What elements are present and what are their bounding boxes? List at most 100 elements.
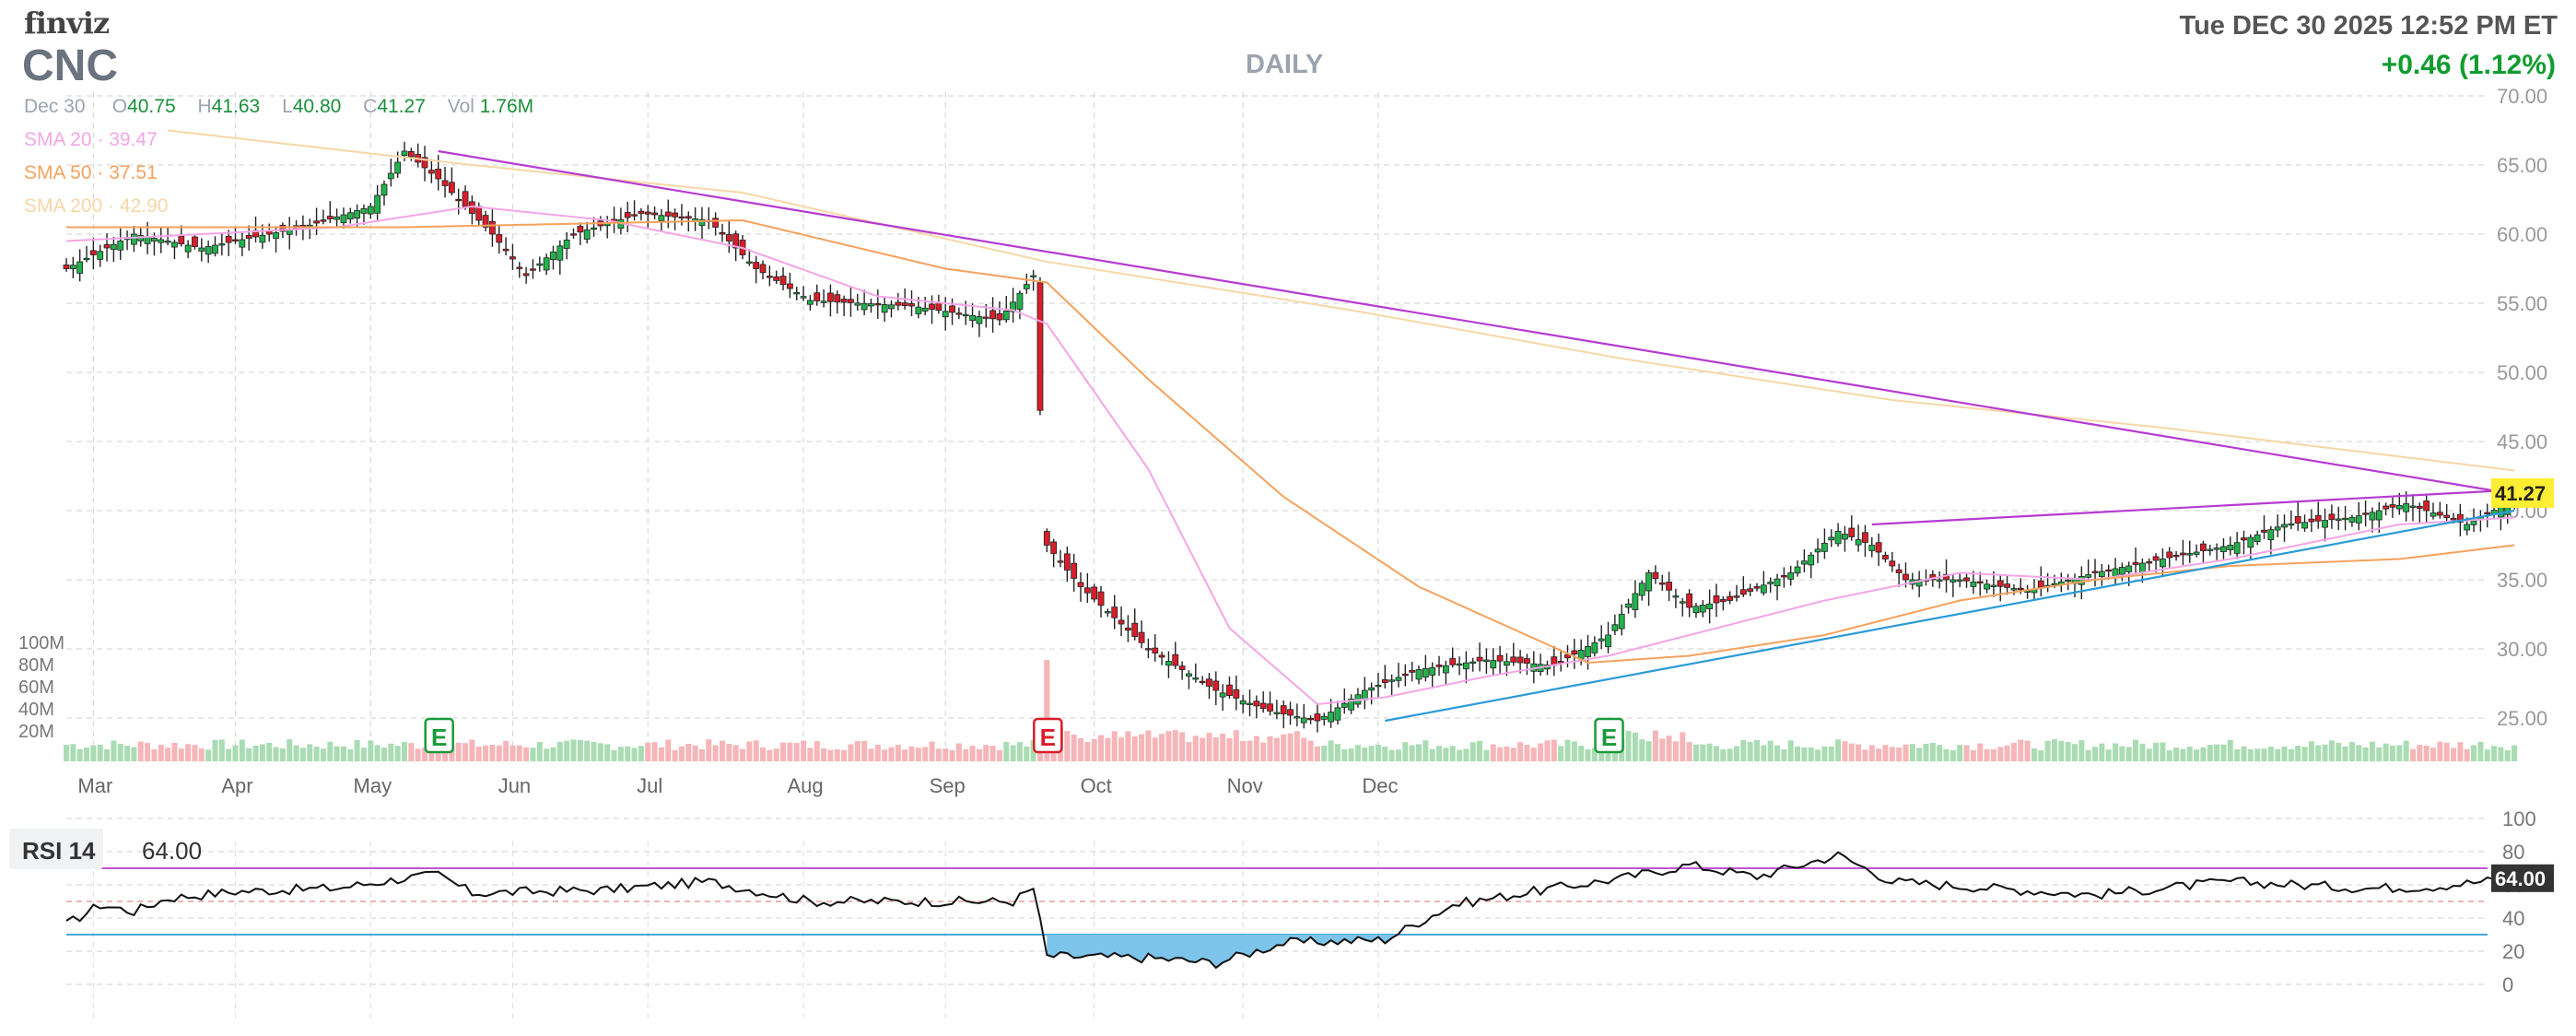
- candle-body: [2051, 583, 2058, 586]
- volume-bar: [84, 748, 90, 761]
- volume-bar: [1206, 733, 1212, 761]
- candle-body: [745, 261, 753, 264]
- candle-body: [2152, 556, 2160, 561]
- month-label: Sep: [930, 774, 966, 797]
- volume-bar: [2308, 741, 2314, 761]
- candle-body: [976, 316, 983, 324]
- vol-label: Vol: [447, 96, 474, 117]
- month-label: Nov: [1227, 774, 1263, 797]
- candle-body: [698, 218, 706, 227]
- sma20-value: 39.47: [109, 129, 158, 150]
- candle-body: [2138, 562, 2146, 573]
- volume-bar: [2092, 747, 2098, 761]
- month-label: Apr: [221, 774, 252, 797]
- candle-body: [2200, 543, 2207, 551]
- candle-body: [1774, 578, 1781, 587]
- candle-body: [1950, 579, 1957, 583]
- candle-body: [982, 316, 989, 319]
- close-label: C: [363, 96, 378, 117]
- candle-body: [1138, 631, 1145, 643]
- volume-bar: [1781, 748, 1787, 761]
- high-value: 41.63: [211, 96, 261, 117]
- candle-body: [2132, 561, 2139, 565]
- candle-body: [1341, 702, 1348, 708]
- volume-bar: [449, 746, 455, 761]
- volume-bar: [935, 748, 942, 761]
- price-tick-label: 45.00: [2497, 430, 2547, 453]
- candle-body: [1875, 542, 1882, 553]
- candle-body: [151, 238, 158, 241]
- candle-body: [1984, 583, 1990, 590]
- volume-bar: [2464, 748, 2470, 761]
- candle-body: [2430, 512, 2437, 517]
- candle-body: [1010, 301, 1016, 312]
- volume-bar: [1159, 734, 1165, 761]
- candle-body: [1259, 702, 1267, 710]
- candle-body: [1429, 667, 1436, 676]
- volume-bar: [1558, 746, 1564, 761]
- candle-body: [969, 314, 976, 322]
- volume-bar: [740, 748, 745, 761]
- volume-bar: [218, 739, 225, 761]
- volume-bar: [1923, 743, 1929, 761]
- volume-bar: [1409, 745, 1415, 761]
- candle-body: [895, 301, 902, 306]
- rsi-label-box[interactable]: [9, 829, 103, 869]
- volume-bar: [1761, 745, 1767, 761]
- volume-bar: [293, 745, 299, 761]
- candle-body: [1186, 673, 1192, 677]
- candle-body: [2172, 555, 2180, 558]
- volume-bar: [2484, 749, 2490, 761]
- volume-bar: [1848, 743, 1855, 761]
- candle-body: [874, 302, 882, 306]
- volume-bar: [1578, 746, 1585, 761]
- volume-bar: [2275, 748, 2281, 761]
- finviz-logo[interactable]: finviz: [24, 6, 110, 41]
- candle-body: [2085, 574, 2092, 578]
- volume-bar: [503, 740, 509, 761]
- candle-body: [672, 212, 678, 218]
- volume-bar: [124, 746, 131, 761]
- month-label: Aug: [787, 774, 823, 797]
- candle-body: [2254, 534, 2261, 542]
- sma20-legend[interactable]: SMA 20 · 39.47: [24, 129, 158, 150]
- candle-body: [1915, 579, 1923, 587]
- volume-bar: [1700, 744, 1706, 761]
- candle-body: [245, 234, 252, 239]
- sma200-legend[interactable]: SMA 200 · 42.90: [24, 195, 169, 217]
- candle-body: [1814, 548, 1821, 553]
- candle-body: [638, 210, 645, 214]
- volume-bar: [2186, 747, 2193, 761]
- candle-body: [2308, 518, 2315, 523]
- volume-bar: [1774, 745, 1781, 761]
- candle-body: [908, 302, 915, 307]
- volume-bar: [2018, 739, 2024, 761]
- timeframe-label[interactable]: DAILY: [1246, 50, 1324, 79]
- volume-bar: [1091, 738, 1097, 761]
- candle-body: [2470, 520, 2477, 525]
- volume-bar: [793, 743, 800, 761]
- candle-body: [2362, 512, 2370, 515]
- candle-body: [130, 233, 137, 245]
- earnings-marker: [1594, 717, 1624, 754]
- candle-body: [955, 312, 963, 315]
- candle-body: [1462, 662, 1469, 670]
- volume-bar: [334, 746, 340, 761]
- sma20-line: [65, 205, 2515, 706]
- candle-body: [1963, 577, 1970, 582]
- volume-bar: [1835, 739, 1842, 761]
- volume-bar: [2512, 745, 2518, 761]
- candle-body: [2395, 504, 2403, 510]
- volume-bar: [2207, 745, 2213, 761]
- volume-bar: [1321, 745, 1328, 761]
- volume-bar: [1098, 735, 1105, 761]
- sma50-legend[interactable]: SMA 50 · 37.51: [24, 162, 158, 183]
- candle-body: [2186, 553, 2194, 556]
- candle-body: [1800, 560, 1808, 565]
- volume-bar: [252, 745, 259, 761]
- volume-bar: [1483, 749, 1490, 761]
- volume-bar: [178, 748, 184, 761]
- candle-body: [1760, 584, 1767, 594]
- volume-bar: [212, 739, 218, 761]
